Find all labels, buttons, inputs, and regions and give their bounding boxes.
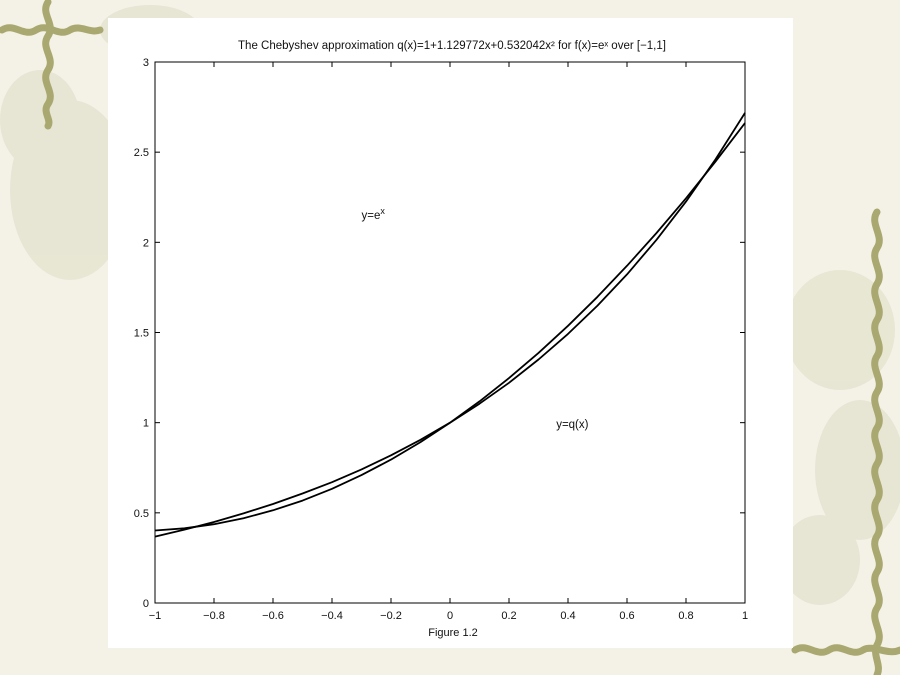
figure-panel — [108, 18, 793, 648]
x-tick-label: 0 — [447, 610, 453, 622]
y-axis: 0 0.5 1 1.5 2 2.5 3 — [134, 57, 745, 610]
y-tick-label: 3 — [143, 57, 149, 69]
x-axis: −1 −0.8 −0.6 −0.4 −0.2 0 0.2 0.4 0.6 0.8 1 — [149, 62, 748, 622]
x-tick-label: −0.4 — [321, 610, 343, 622]
series-annotation-0: y=ex — [362, 206, 386, 222]
vine-ornament-right — [791, 208, 900, 675]
y-tick-label: 0.5 — [134, 508, 149, 520]
x-tick-label: 0.8 — [678, 610, 693, 622]
plot-area-frame — [154, 61, 746, 604]
x-tick-label: −0.8 — [203, 610, 225, 622]
series-layer — [154, 112, 746, 538]
x-tick-label: −1 — [149, 610, 162, 622]
x-tick-label: −0.6 — [262, 610, 284, 622]
series-line-exp — [154, 112, 746, 538]
y-tick-label: 1.5 — [134, 328, 149, 340]
x-tick-label: 1 — [742, 610, 748, 622]
chart-title: The Chebyshev approximation q(x)=1+1.129… — [238, 40, 666, 52]
y-tick-label: 0 — [143, 598, 149, 610]
x-tick-label: −0.2 — [380, 610, 402, 622]
x-tick-label: 0.2 — [501, 610, 516, 622]
x-tick-label: 0.4 — [560, 610, 575, 622]
series-annotation-1: y=q(x) — [556, 419, 588, 431]
x-tick-label: 0.6 — [619, 610, 634, 622]
y-tick-label: 1 — [143, 418, 149, 430]
y-tick-label: 2 — [143, 237, 149, 249]
x-axis-label: Figure 1.2 — [428, 627, 478, 639]
y-tick-label: 2.5 — [134, 147, 149, 159]
vine-ornament-top-left — [0, 0, 104, 130]
annotation-layer: y=ex y=q(x) — [362, 206, 589, 431]
series-line-q — [154, 122, 746, 532]
